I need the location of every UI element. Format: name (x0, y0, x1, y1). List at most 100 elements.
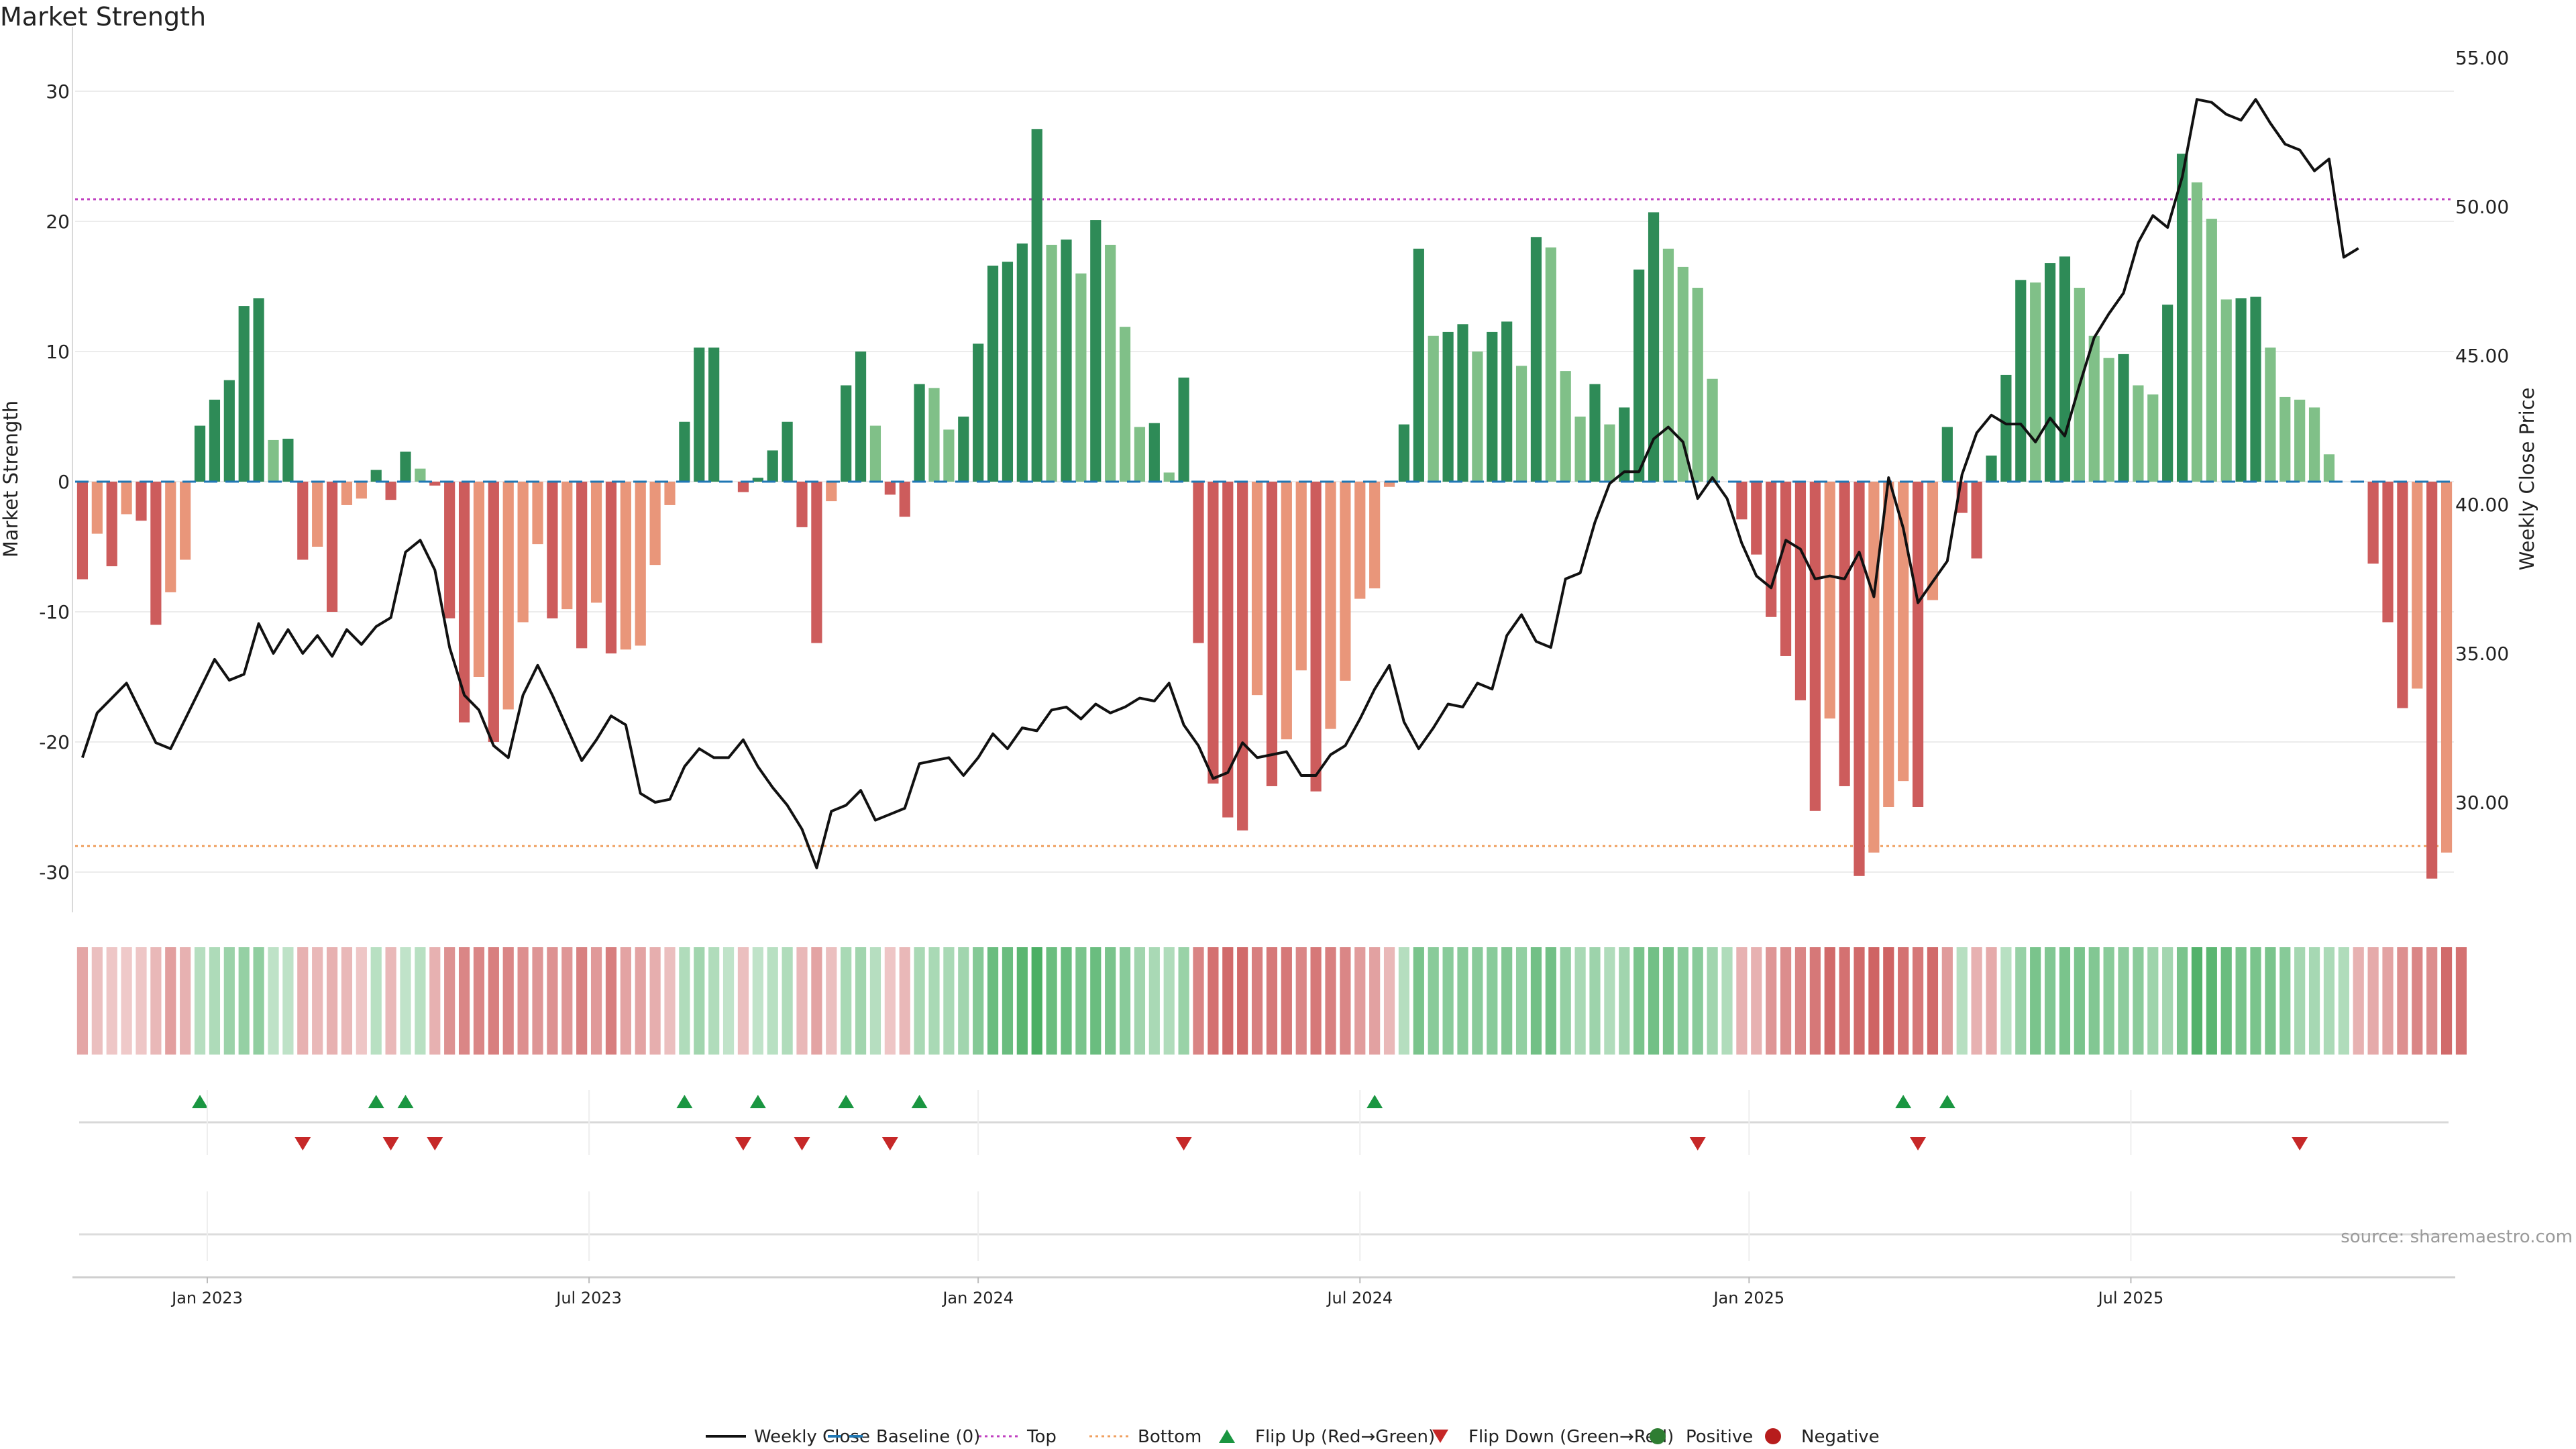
heat-cell-74 (1163, 947, 1175, 1055)
heat-cell-50 (811, 947, 822, 1055)
heat-cell-68 (1075, 947, 1087, 1055)
strength-bar-6 (165, 482, 176, 592)
heat-cell-140 (2133, 947, 2144, 1055)
heat-cell-151 (2294, 947, 2306, 1055)
strength-bar-123 (1883, 482, 1894, 807)
strength-bar-101 (1560, 371, 1571, 482)
flip-down-marker-8 (1910, 1137, 1927, 1150)
strength-bar-84 (1310, 482, 1322, 792)
strength-bar-40 (664, 482, 676, 505)
strength-bar-49 (796, 482, 808, 527)
heat-cell-85 (1325, 947, 1336, 1055)
strength-bar-147 (2235, 298, 2247, 482)
heat-cell-115 (1766, 947, 1777, 1055)
flip-down-marker-9 (2292, 1137, 2308, 1150)
heat-cell-128 (1956, 947, 1968, 1055)
heat-cell-7 (180, 947, 191, 1055)
strength-bar-95 (1472, 352, 1483, 482)
x-tick-label-5: Jul 2025 (2097, 1289, 2164, 1307)
strength-bar-159 (2412, 482, 2423, 689)
heat-cell-143 (2176, 947, 2188, 1055)
right-tick-label-3: 40.00 (2455, 494, 2509, 516)
strength-bar-71 (1119, 327, 1131, 482)
strength-bar-24 (429, 482, 441, 486)
heat-cell-149 (2265, 947, 2276, 1055)
heat-cell-105 (1619, 947, 1630, 1055)
heat-cell-12 (253, 947, 264, 1055)
heat-cell-135 (2059, 947, 2071, 1055)
heat-cell-104 (1604, 947, 1615, 1055)
x-tick-label-1: Jul 2023 (555, 1289, 622, 1307)
strength-bar-105 (1619, 407, 1630, 482)
heat-cell-21 (385, 947, 396, 1055)
strength-bar-39 (649, 482, 661, 566)
strength-bar-99 (1530, 237, 1542, 482)
right-tick-label-0: 55.00 (2455, 47, 2509, 69)
x-axis-ticks: Jan 2023 Jul 2023 Jan 2024 Jul 2024 Jan 2025… (170, 1277, 2163, 1307)
left-axis-label: Market Strength (0, 400, 22, 557)
strength-bar-87 (1354, 482, 1366, 599)
strength-bar-100 (1545, 247, 1556, 482)
strength-bar-137 (2088, 335, 2100, 482)
strength-bar-81 (1266, 482, 1278, 786)
heat-cell-48 (782, 947, 793, 1055)
heat-cell-155 (2353, 947, 2364, 1055)
heat-cell-87 (1354, 947, 1366, 1055)
reference-lines (75, 198, 2454, 847)
legend: Weekly Close Baseline (0) Top Bottom Flip Up… (706, 1427, 1880, 1447)
strength-bar-111 (1707, 378, 1718, 482)
strength-bar-22 (400, 451, 411, 482)
heat-cell-4 (136, 947, 147, 1055)
strength-bar-50 (811, 482, 822, 643)
heat-cell-139 (2118, 947, 2129, 1055)
strength-bar-9 (209, 399, 221, 482)
heat-cell-28 (488, 947, 499, 1055)
strength-bar-86 (1340, 482, 1351, 681)
heat-cell-116 (1780, 947, 1792, 1055)
strength-bar-27 (473, 482, 485, 677)
strength-bar-35 (590, 482, 602, 603)
strength-bar-121 (1854, 482, 1865, 876)
strength-bar-79 (1237, 482, 1248, 830)
legend-label-4: Flip Up (Red→Green) (1255, 1427, 1435, 1447)
strength-bar-146 (2220, 299, 2232, 482)
strength-bar-117 (1794, 482, 1807, 700)
heat-cell-0 (76, 947, 89, 1055)
flip-down-marker-7 (1689, 1137, 1706, 1150)
flip-markers (192, 1095, 2308, 1150)
heat-cell-136 (2074, 947, 2085, 1055)
heat-cell-120 (1839, 947, 1850, 1055)
legend-label-1: Baseline (0) (876, 1427, 980, 1447)
heat-cell-15 (297, 947, 309, 1055)
strength-bar-34 (576, 482, 588, 649)
heat-cell-26 (458, 947, 470, 1055)
strength-bar-91 (1413, 248, 1424, 482)
heat-cell-141 (2147, 947, 2159, 1055)
strength-bar-96 (1487, 331, 1498, 482)
heat-cell-24 (429, 947, 441, 1055)
strength-bar-17 (326, 482, 338, 612)
heat-cell-73 (1148, 947, 1160, 1055)
heat-cell-52 (841, 947, 852, 1055)
strength-bar-144 (2191, 182, 2203, 482)
strength-bar-77 (1208, 482, 1219, 784)
left-tick-label-4: -10 (39, 601, 70, 623)
heat-cell-92 (1428, 947, 1439, 1055)
strength-bar-124 (1898, 482, 1909, 782)
strength-bar-93 (1442, 331, 1454, 482)
strength-bar-108 (1662, 248, 1674, 482)
heat-cell-107 (1648, 947, 1660, 1055)
heat-cell-82 (1281, 947, 1292, 1055)
strength-bar-21 (385, 482, 396, 500)
heat-cell-127 (1941, 947, 1953, 1055)
right-axis-label: Weekly Close Price (2516, 388, 2538, 571)
heat-cell-70 (1105, 947, 1116, 1055)
strength-bar-1 (91, 482, 103, 534)
heat-cell-16 (312, 947, 323, 1055)
heat-strip (76, 947, 2467, 1055)
heat-cell-78 (1222, 947, 1234, 1055)
heat-cell-72 (1134, 947, 1146, 1055)
heat-cell-145 (2206, 947, 2217, 1055)
strength-bar-5 (150, 482, 162, 625)
strength-bar-25 (444, 482, 455, 619)
